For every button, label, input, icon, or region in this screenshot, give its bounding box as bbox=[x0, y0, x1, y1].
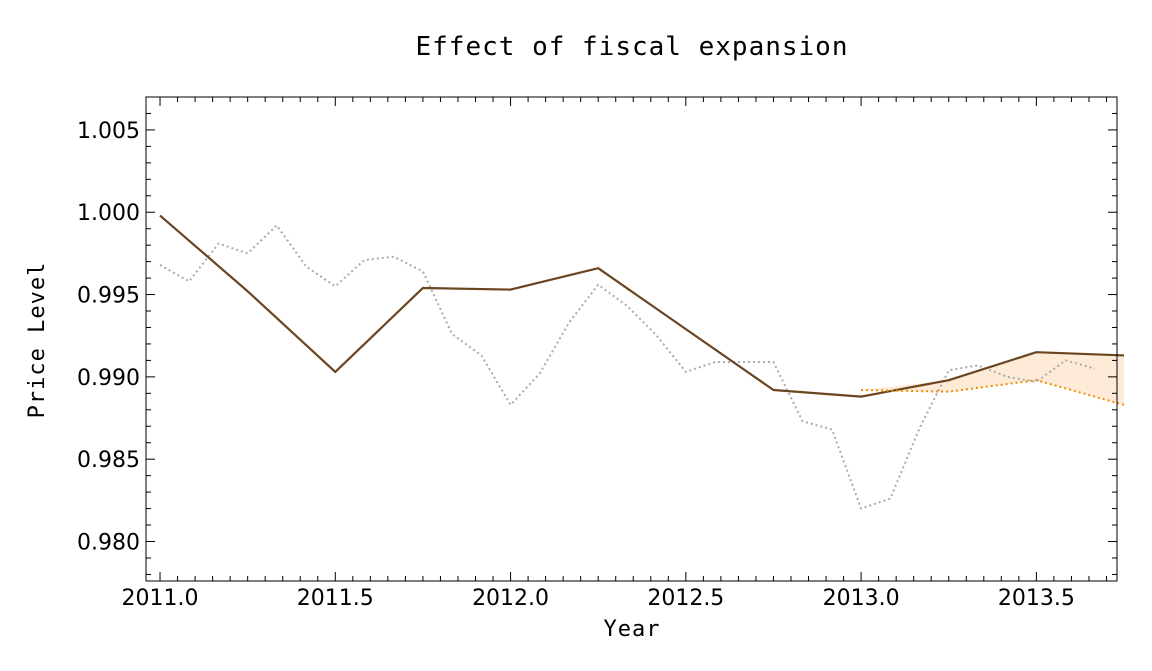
monthly-series-line bbox=[159, 224, 1096, 510]
y-axis-label: Price Level bbox=[25, 262, 50, 419]
x-tick-label: 2013.0 bbox=[823, 586, 900, 611]
x-tick-labels: 2011.0 2011.5 2012.0 2012.5 2013.0 2013.5 bbox=[122, 586, 1075, 611]
plot-area: 2011.0 2011.5 2012.0 2012.5 2013.0 2013.5 0.9… bbox=[77, 96, 1125, 611]
x-tick-label: 2011.0 bbox=[122, 586, 199, 611]
y-tick-label: 0.995 bbox=[77, 284, 140, 309]
x-tick-label: 2012.0 bbox=[472, 586, 549, 611]
x-axis-label: Year bbox=[604, 617, 661, 642]
band-layer bbox=[861, 352, 1125, 405]
baseline-series-line bbox=[861, 379, 1125, 406]
y-tick-label: 0.985 bbox=[77, 448, 140, 473]
y-tick-label: 0.980 bbox=[77, 530, 140, 555]
series-layer bbox=[159, 214, 1125, 510]
actual-series-line bbox=[159, 214, 1125, 398]
y-tick-label: 1.000 bbox=[77, 201, 140, 226]
y-tick-label: 1.005 bbox=[77, 119, 140, 144]
plot-frame bbox=[145, 96, 1118, 582]
x-tick-label: 2013.5 bbox=[998, 586, 1075, 611]
x-tick-label: 2012.5 bbox=[647, 586, 724, 611]
y-tick-labels: 0.980 0.985 0.990 0.995 1.000 1.005 bbox=[77, 119, 140, 556]
chart-title: Effect of fiscal expansion bbox=[416, 32, 849, 62]
tick-layer bbox=[146, 96, 1117, 581]
fiscal-effect-band bbox=[861, 352, 1125, 405]
y-tick-label: 0.990 bbox=[77, 366, 140, 391]
x-tick-label: 2011.5 bbox=[297, 586, 374, 611]
